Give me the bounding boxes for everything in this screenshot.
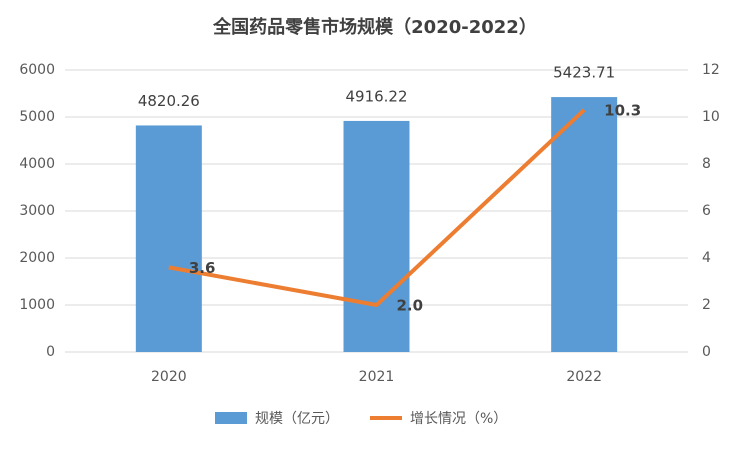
y-tick-label: 2000 — [19, 250, 55, 266]
bar-value-label: 4820.26 — [138, 92, 200, 110]
y-tick-label: 5000 — [19, 109, 55, 125]
bar — [135, 125, 202, 352]
bar-value-label: 4916.22 — [345, 87, 407, 105]
chart-title: 全国药品零售市场规模（2020-2022） — [212, 16, 537, 38]
y2-tick-label: 6 — [702, 203, 711, 219]
y-tick-label: 3000 — [19, 203, 55, 219]
legend-swatch — [215, 412, 247, 424]
y2-tick-label: 8 — [702, 156, 711, 172]
bar — [551, 97, 618, 352]
legend-label: 增长情况（%） — [410, 411, 507, 427]
y-tick-label: 4000 — [19, 156, 55, 172]
bar-value-label: 5423.71 — [553, 64, 615, 82]
x-tick-label: 2021 — [359, 369, 395, 385]
y-tick-label: 6000 — [19, 62, 55, 78]
y2-tick-label: 0 — [702, 344, 711, 360]
y2-tick-label: 2 — [702, 297, 711, 313]
line-value-label: 2.0 — [397, 297, 424, 315]
y-tick-label: 0 — [46, 344, 55, 360]
legend-label: 规模（亿元） — [255, 411, 339, 427]
y2-tick-label: 4 — [702, 250, 711, 266]
y-tick-label: 1000 — [19, 297, 55, 313]
x-tick-label: 2020 — [151, 369, 187, 385]
line-value-label: 10.3 — [604, 101, 641, 119]
y2-tick-label: 10 — [702, 109, 720, 125]
x-tick-label: 2022 — [566, 369, 602, 385]
line — [168, 108, 586, 307]
bar — [343, 120, 410, 353]
line-value-label: 3.6 — [189, 259, 216, 277]
y2-tick-label: 12 — [702, 62, 720, 78]
